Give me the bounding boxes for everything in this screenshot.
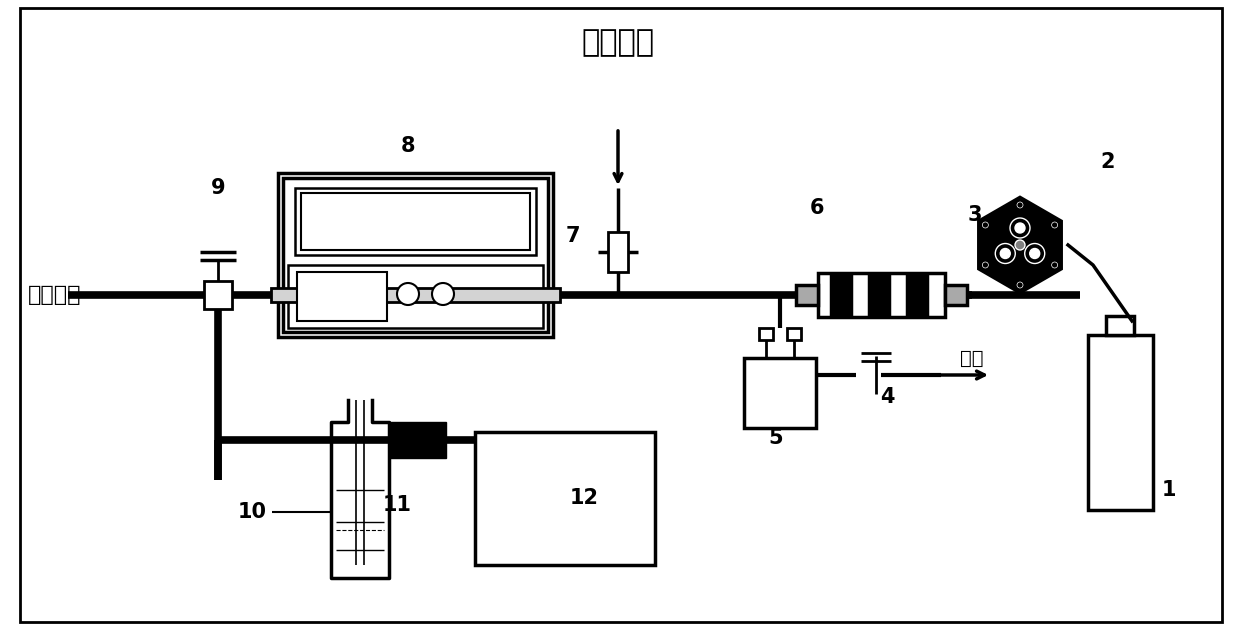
Bar bbox=[205, 281, 232, 309]
Text: 空气: 空气 bbox=[960, 348, 983, 367]
Text: 10: 10 bbox=[238, 502, 267, 522]
Text: 11: 11 bbox=[383, 495, 412, 515]
Bar bbox=[475, 432, 655, 565]
Text: 7: 7 bbox=[565, 226, 580, 246]
Bar bbox=[945, 285, 967, 305]
Bar bbox=[298, 272, 387, 321]
Polygon shape bbox=[978, 197, 1061, 293]
Circle shape bbox=[1001, 248, 1011, 258]
Bar bbox=[1106, 316, 1135, 335]
Circle shape bbox=[1017, 282, 1023, 288]
Bar bbox=[796, 285, 818, 305]
Circle shape bbox=[397, 283, 419, 305]
Text: 在线分析: 在线分析 bbox=[29, 285, 82, 305]
Bar bbox=[288, 265, 543, 328]
Text: 1: 1 bbox=[1162, 480, 1177, 500]
Circle shape bbox=[432, 283, 454, 305]
Circle shape bbox=[1016, 223, 1025, 233]
Bar bbox=[759, 328, 773, 340]
Text: 3: 3 bbox=[968, 205, 982, 225]
Circle shape bbox=[996, 244, 1016, 263]
Circle shape bbox=[1011, 218, 1030, 238]
Bar bbox=[744, 358, 816, 428]
Circle shape bbox=[1029, 248, 1039, 258]
Circle shape bbox=[1052, 222, 1058, 228]
Bar bbox=[391, 422, 446, 458]
Text: 6: 6 bbox=[810, 198, 825, 218]
Circle shape bbox=[1052, 262, 1058, 268]
Bar bbox=[818, 273, 945, 317]
Text: 4: 4 bbox=[880, 387, 894, 407]
Bar bbox=[787, 328, 801, 340]
Text: 8: 8 bbox=[401, 136, 415, 156]
Bar bbox=[283, 178, 548, 332]
Text: 12: 12 bbox=[570, 488, 599, 508]
Circle shape bbox=[982, 222, 988, 228]
Bar bbox=[831, 276, 851, 314]
Bar bbox=[869, 276, 889, 314]
Circle shape bbox=[1017, 202, 1023, 208]
Bar bbox=[278, 173, 553, 337]
Bar bbox=[295, 188, 536, 255]
Text: 惰性气体: 惰性气体 bbox=[582, 28, 655, 57]
Circle shape bbox=[982, 262, 988, 268]
Circle shape bbox=[1016, 240, 1025, 250]
Text: 9: 9 bbox=[211, 178, 226, 198]
Circle shape bbox=[1024, 244, 1045, 263]
Bar bbox=[1087, 335, 1153, 510]
Text: 5: 5 bbox=[768, 428, 782, 448]
Bar bbox=[272, 288, 560, 302]
Bar bbox=[608, 232, 627, 272]
Bar bbox=[301, 193, 529, 250]
Text: 2: 2 bbox=[1100, 152, 1115, 172]
Bar bbox=[906, 276, 928, 314]
